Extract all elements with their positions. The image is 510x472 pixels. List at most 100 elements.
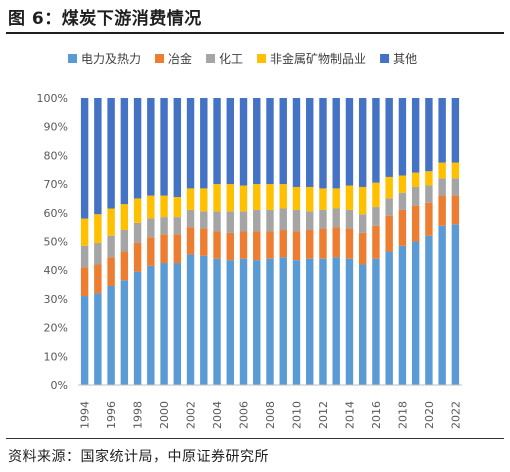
bar-2015-series-2 xyxy=(358,232,367,265)
bar-2005-series-4 xyxy=(226,184,234,212)
bar-2022-series-5 xyxy=(451,98,460,163)
bar-2007-series-1 xyxy=(253,260,261,385)
bar-2004-series-5 xyxy=(213,98,221,185)
bar-2012-series-1 xyxy=(319,258,327,385)
figure-title: 图 6：煤炭下游消费情况 xyxy=(8,9,202,29)
x-tick-label: 2002 xyxy=(185,401,198,429)
y-tick-label: 50% xyxy=(44,236,68,249)
bar-2003-series-5 xyxy=(200,98,208,189)
bar-2019-series-2 xyxy=(411,205,420,242)
bar-2003-series-3 xyxy=(200,211,208,229)
bar-2022-series-1 xyxy=(451,224,460,385)
bar-2013-series-5 xyxy=(332,98,340,189)
bar-2003-series-1 xyxy=(200,255,208,385)
bar-2020-series-5 xyxy=(425,98,433,172)
bar-2016-series-5 xyxy=(372,98,380,183)
bar-2019-series-4 xyxy=(411,172,420,187)
bar-2013-series-2 xyxy=(332,227,340,258)
bar-1994-series-4 xyxy=(80,218,89,246)
bar-2002-series-5 xyxy=(186,98,195,189)
legend-label-1: 电力及热力 xyxy=(81,52,141,66)
y-tick-label: 0% xyxy=(51,379,68,392)
bar-2014-series-2 xyxy=(345,228,354,259)
bar-1994-series-2 xyxy=(80,267,89,297)
legend-label-3: 化工 xyxy=(219,52,243,66)
bar-2009-series-2 xyxy=(279,230,287,258)
bar-2017-series-2 xyxy=(385,215,393,252)
x-tick-label: 2004 xyxy=(211,401,224,429)
bar-1999-series-2 xyxy=(147,237,155,266)
bar-2005-series-3 xyxy=(226,211,234,233)
bar-2021-series-4 xyxy=(438,162,446,179)
bar-1995-series-3 xyxy=(94,242,102,265)
bar-2019-series-1 xyxy=(411,241,420,385)
bar-2003-series-2 xyxy=(200,228,208,256)
legend-label-4: 非金属矿物制品业 xyxy=(270,51,366,66)
bar-1999-series-5 xyxy=(147,98,155,196)
bar-2002-series-3 xyxy=(186,209,195,228)
bar-1996-series-2 xyxy=(107,257,115,286)
bar-2013-series-1 xyxy=(332,257,340,385)
bar-1998-series-2 xyxy=(133,242,142,272)
bar-2006-series-4 xyxy=(239,185,248,212)
bar-2006-series-5 xyxy=(239,98,248,186)
legend-label-5: 其他 xyxy=(393,52,417,66)
bar-1997-series-5 xyxy=(120,98,129,205)
bar-2011-series-4 xyxy=(306,186,314,212)
x-tick-label: 2016 xyxy=(370,401,383,429)
bar-2011-series-1 xyxy=(306,258,314,385)
bar-2016-series-3 xyxy=(372,207,380,226)
bar-2012-series-5 xyxy=(319,98,327,189)
x-tick-label: 2022 xyxy=(449,401,462,429)
bar-2014-series-3 xyxy=(345,209,354,229)
stacked-bar-chart: 电力及热力 冶金 化工 非金属矿物制品业 其他 0% 10% 20% 30% 40% 50% 60% 7… xyxy=(37,51,463,429)
bar-2010-series-4 xyxy=(292,186,301,210)
bar-1994-series-3 xyxy=(80,245,89,268)
bar-2016-series-1 xyxy=(372,258,380,385)
bar-1998-series-1 xyxy=(133,271,142,385)
bar-2022-series-2 xyxy=(451,195,460,225)
bar-1995-series-2 xyxy=(94,264,102,294)
bar-2018-series-3 xyxy=(398,192,407,210)
bar-2016-series-4 xyxy=(372,182,380,208)
legend-swatch-3 xyxy=(206,54,216,63)
y-tick-label: 40% xyxy=(44,264,68,277)
bar-2005-series-1 xyxy=(226,260,234,385)
bar-2012-series-4 xyxy=(319,188,327,210)
bar-2006-series-2 xyxy=(239,231,248,259)
bar-2017-series-5 xyxy=(385,98,393,177)
bar-1996-series-1 xyxy=(107,285,115,385)
bar-2007-series-4 xyxy=(253,184,261,210)
bar-2019-series-5 xyxy=(411,98,420,173)
bar-2021-series-5 xyxy=(438,98,446,163)
bar-2004-series-4 xyxy=(213,184,221,212)
bar-2008-series-5 xyxy=(266,98,274,185)
bar-2021-series-3 xyxy=(438,178,446,196)
bar-2018-series-2 xyxy=(398,209,407,246)
bar-2009-series-5 xyxy=(279,98,287,185)
y-tick-label: 80% xyxy=(44,149,68,162)
bar-2015-series-1 xyxy=(358,264,367,385)
bar-2011-series-5 xyxy=(306,98,314,187)
bar-2020-series-1 xyxy=(425,235,433,385)
bar-2014-series-1 xyxy=(345,258,354,385)
legend-swatch-4 xyxy=(257,54,267,63)
x-tick-label: 2006 xyxy=(238,401,251,429)
bar-2006-series-1 xyxy=(239,258,248,385)
y-tick-label: 100% xyxy=(37,92,68,105)
bar-1996-series-4 xyxy=(107,208,115,236)
bar-1996-series-3 xyxy=(107,235,115,258)
bar-1995-series-5 xyxy=(94,98,102,215)
bar-2011-series-3 xyxy=(306,211,314,231)
bar-2008-series-2 xyxy=(266,231,274,259)
y-tick-label: 70% xyxy=(44,178,68,191)
bar-1998-series-4 xyxy=(133,198,142,223)
source-note: 资料来源：国家统计局，中原证券研究所 xyxy=(8,449,269,465)
bar-2009-series-4 xyxy=(279,184,287,209)
bar-2019-series-3 xyxy=(411,186,420,206)
bar-2014-series-5 xyxy=(345,98,354,186)
bar-2015-series-4 xyxy=(358,186,367,215)
x-tick-label: 1998 xyxy=(132,401,145,429)
bar-2018-series-4 xyxy=(398,175,407,193)
bar-2000-series-5 xyxy=(160,98,168,196)
